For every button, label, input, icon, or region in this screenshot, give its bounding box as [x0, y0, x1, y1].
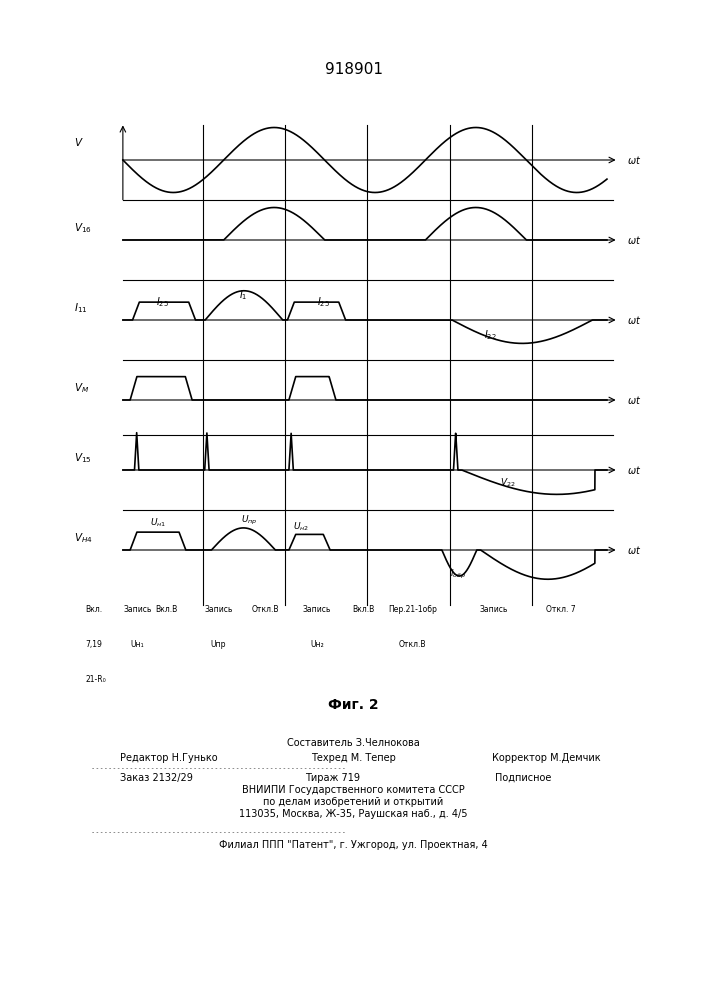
Text: 918901: 918901: [325, 62, 382, 78]
Text: $\omega t$: $\omega t$: [627, 234, 641, 246]
Text: Откл.В: Откл.В: [251, 605, 279, 614]
Text: $I_{22}$: $I_{22}$: [484, 328, 497, 342]
Text: Корректор М.Демчик: Корректор М.Демчик: [492, 753, 601, 763]
Text: $V_{H4}$: $V_{H4}$: [74, 531, 93, 545]
Text: Заказ 2132/29: Заказ 2132/29: [120, 773, 193, 783]
Text: 113035, Москва, Ж-35, Раушская наб., д. 4/5: 113035, Москва, Ж-35, Раушская наб., д. …: [239, 809, 468, 819]
Text: $\omega t$: $\omega t$: [627, 154, 641, 166]
Text: Редактор Н.Гунько: Редактор Н.Гунько: [120, 753, 218, 763]
Text: $V_{15}$: $V_{15}$: [74, 451, 91, 465]
Text: $I_{обр}$: $I_{обр}$: [450, 568, 467, 581]
Text: Uн₁: Uн₁: [131, 640, 144, 649]
Text: Uн₂: Uн₂: [310, 640, 324, 649]
Text: Пер.21-1обр: Пер.21-1обр: [388, 605, 437, 614]
Text: Вкл.: Вкл.: [86, 605, 103, 614]
Text: $U_{н1}$: $U_{н1}$: [150, 516, 166, 529]
Text: Запись: Запись: [204, 605, 233, 614]
Text: $V_M$: $V_M$: [74, 381, 89, 395]
Text: Составитель З.Челнокова: Составитель З.Челнокова: [287, 738, 420, 748]
Text: по делам изобретений и открытий: по делам изобретений и открытий: [264, 797, 443, 807]
Text: Подписное: Подписное: [495, 773, 551, 783]
Text: $U_{пр}$: $U_{пр}$: [240, 514, 257, 527]
Text: $V$: $V$: [74, 135, 83, 147]
Text: ВНИИПИ Государственного комитета СССР: ВНИИПИ Государственного комитета СССР: [242, 785, 465, 795]
Text: $V_{22}$: $V_{22}$: [500, 477, 515, 489]
Text: - - - - - - - - - - - - - - - - - - - - - - - - - - - - - - - - - - - - - - - - : - - - - - - - - - - - - - - - - - - - - …: [92, 766, 347, 770]
Text: Запись: Запись: [480, 605, 508, 614]
Text: $\omega t$: $\omega t$: [627, 394, 641, 406]
Text: $V_{16}$: $V_{16}$: [74, 221, 91, 235]
Text: Запись: Запись: [303, 605, 332, 614]
Text: Филиал ППП "Патент", г. Ужгород, ул. Проектная, 4: Филиал ППП "Патент", г. Ужгород, ул. Про…: [219, 840, 488, 850]
Text: Вкл.В: Вкл.В: [156, 605, 177, 614]
Text: - - - - - - - - - - - - - - - - - - - - - - - - - - - - - - - - - - - - - - - - : - - - - - - - - - - - - - - - - - - - - …: [92, 830, 347, 834]
Text: 7,19: 7,19: [86, 640, 102, 649]
Text: Вкл.В: Вкл.В: [352, 605, 375, 614]
Text: $\omega t$: $\omega t$: [627, 314, 641, 326]
Text: $I_1$: $I_1$: [239, 288, 247, 302]
Text: Откл.В: Откл.В: [399, 640, 426, 649]
Text: Uпр: Uпр: [211, 640, 226, 649]
Text: Техред М. Тепер: Техред М. Тепер: [311, 753, 396, 763]
Text: $I_{25}$: $I_{25}$: [317, 295, 330, 309]
Text: 21-R₀: 21-R₀: [86, 675, 106, 684]
Text: Фиг. 2: Фиг. 2: [328, 698, 379, 712]
Text: Запись: Запись: [123, 605, 151, 614]
Text: Тираж 719: Тираж 719: [305, 773, 360, 783]
Text: $U_{н2}$: $U_{н2}$: [293, 521, 309, 533]
Text: $\omega t$: $\omega t$: [627, 464, 641, 476]
Text: $\omega t$: $\omega t$: [627, 544, 641, 556]
Text: $I_{25}$: $I_{25}$: [156, 295, 169, 309]
Text: Откл. 7: Откл. 7: [546, 605, 575, 614]
Text: $I_{11}$: $I_{11}$: [74, 301, 87, 315]
